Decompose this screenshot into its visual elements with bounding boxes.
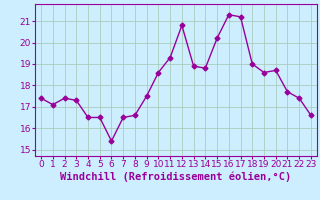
- X-axis label: Windchill (Refroidissement éolien,°C): Windchill (Refroidissement éolien,°C): [60, 172, 292, 182]
